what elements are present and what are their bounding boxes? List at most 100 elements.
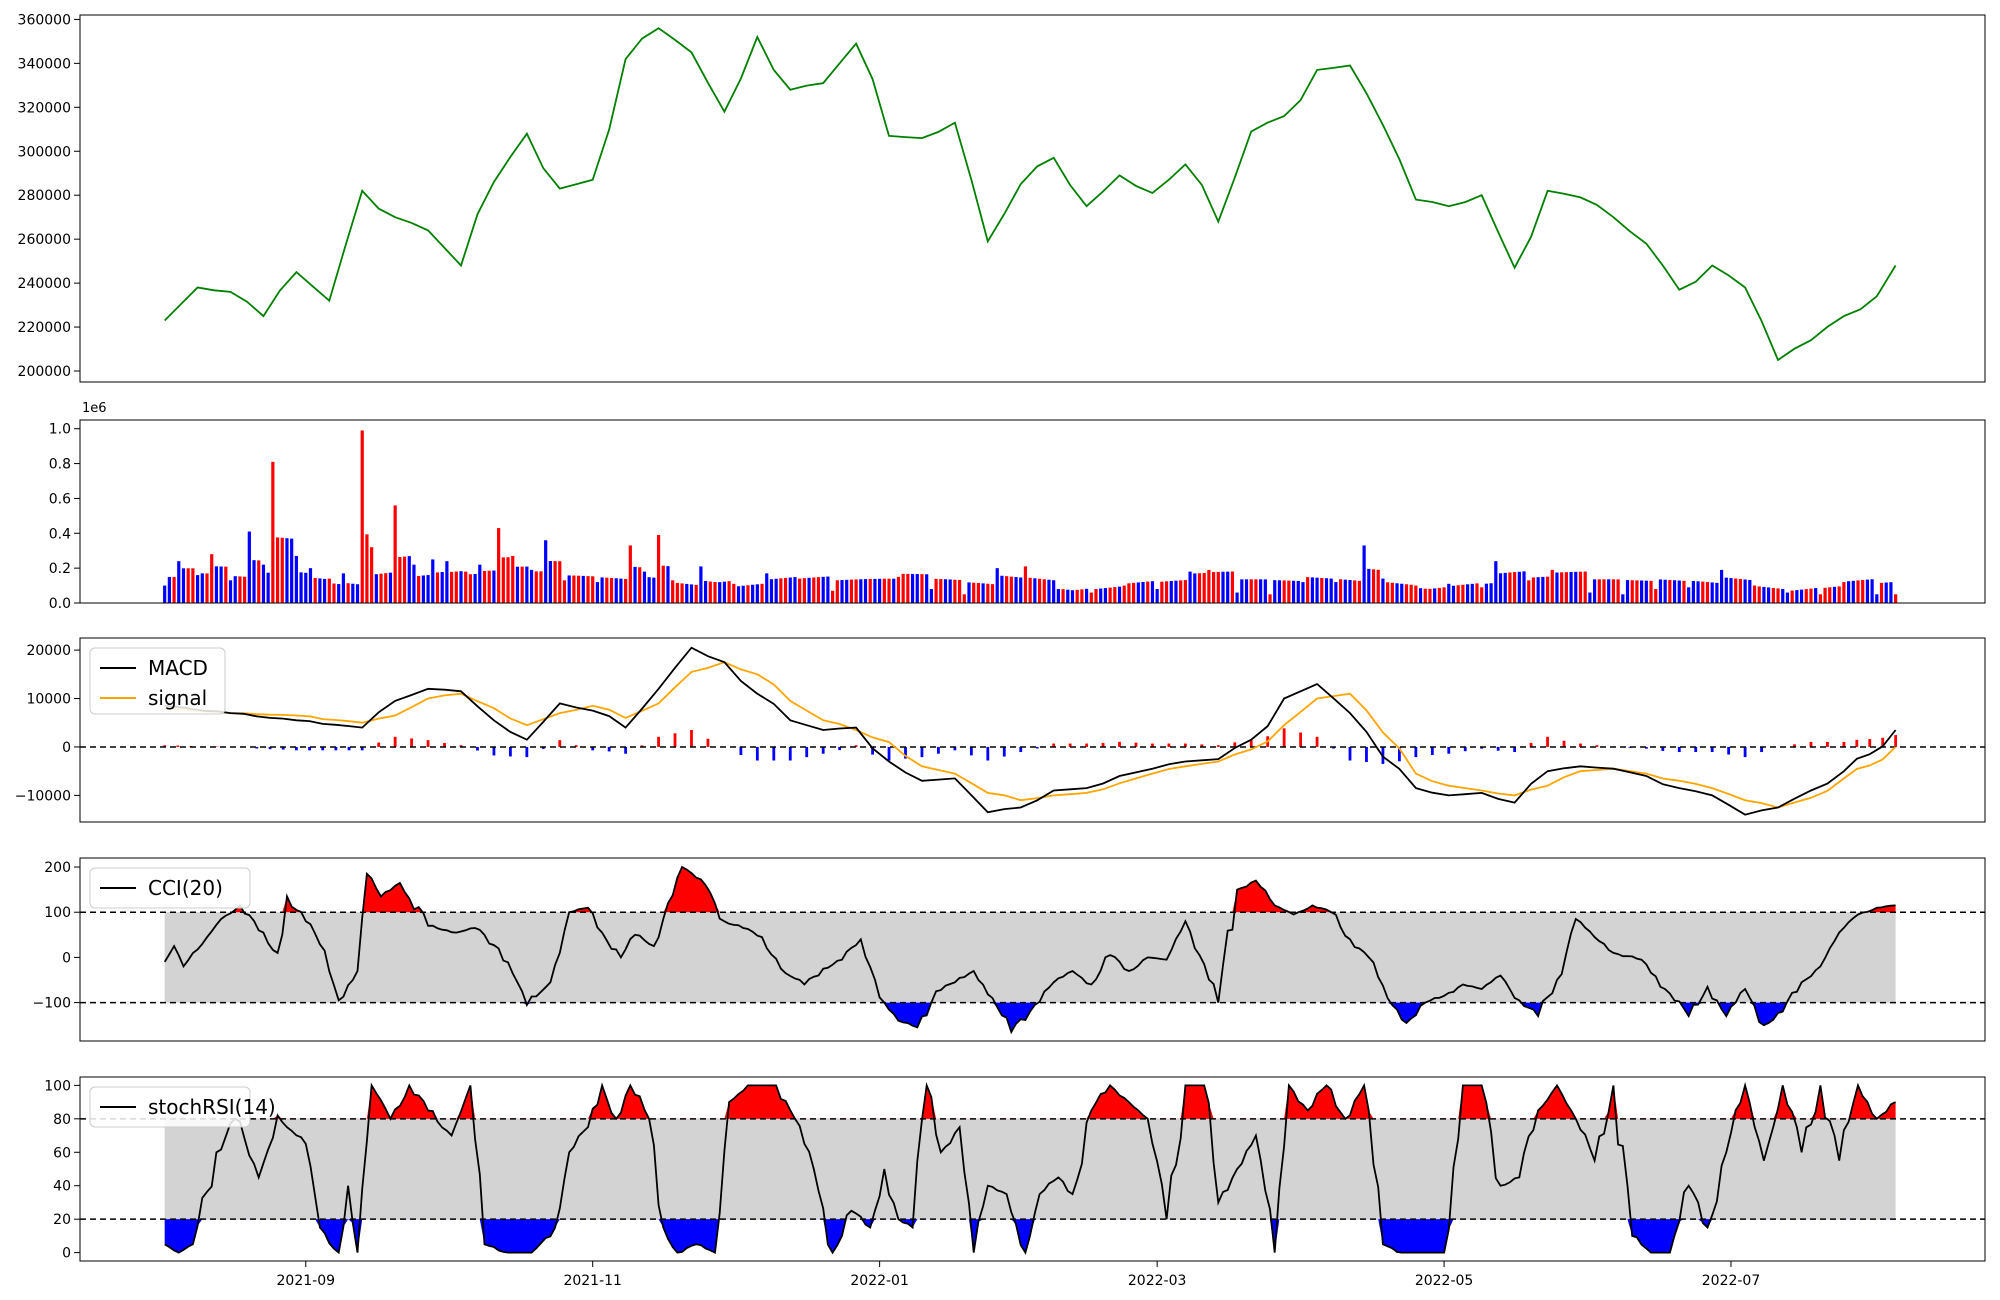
macd-histogram-bar bbox=[268, 746, 272, 750]
legend-box bbox=[89, 867, 251, 909]
volume-bar bbox=[435, 572, 440, 603]
volume-bar bbox=[1174, 580, 1178, 603]
volume-bar bbox=[1028, 577, 1032, 603]
x-tick-label: 2022-01 bbox=[850, 1273, 909, 1289]
volume-bar bbox=[261, 564, 266, 603]
volume-bar bbox=[172, 576, 176, 603]
volume-bar bbox=[1315, 577, 1319, 603]
volume-bar bbox=[1701, 581, 1705, 603]
macd-histogram-bar bbox=[377, 742, 381, 747]
volume-bar bbox=[1259, 579, 1263, 603]
volume-bar bbox=[1428, 588, 1432, 603]
volume-bar bbox=[1207, 569, 1211, 603]
macd-line bbox=[164, 646, 1897, 816]
volume-bar bbox=[534, 571, 538, 603]
volume-bar bbox=[374, 574, 378, 603]
axes-frame bbox=[79, 1076, 1986, 1262]
y-tick-label: 0 bbox=[62, 740, 71, 756]
macd-histogram-bar bbox=[1595, 745, 1599, 747]
volume-bar bbox=[1578, 571, 1583, 603]
y-tick-label: 0.8 bbox=[49, 457, 71, 473]
volume-bar bbox=[591, 576, 595, 603]
volume-bar bbox=[384, 573, 388, 603]
macd-histogram-bar bbox=[1579, 743, 1582, 747]
volume-bar bbox=[1418, 588, 1423, 603]
volume-bar bbox=[337, 584, 341, 603]
macd-histogram-bar bbox=[624, 746, 628, 754]
volume-bar bbox=[558, 561, 562, 603]
volume-bar bbox=[492, 570, 496, 603]
volume-bar bbox=[845, 579, 849, 603]
volume-bar bbox=[1080, 589, 1084, 603]
volume-bar bbox=[1658, 579, 1663, 603]
volume-bar bbox=[1795, 590, 1799, 603]
macd-histogram-bar bbox=[1002, 746, 1006, 757]
macd-histogram-bar bbox=[1118, 741, 1121, 747]
volume-bar bbox=[553, 561, 557, 603]
volume-bar bbox=[445, 561, 449, 603]
macd-histogram-bar bbox=[1868, 739, 1872, 747]
macd-histogram-bar bbox=[838, 746, 842, 751]
volume-bar bbox=[1588, 592, 1592, 603]
volume-bar bbox=[1282, 580, 1286, 603]
volume-bar bbox=[1381, 578, 1385, 603]
volume-bar bbox=[1465, 584, 1470, 603]
volume-bar bbox=[1583, 571, 1587, 603]
volume-bar bbox=[1033, 578, 1037, 603]
volume-bar bbox=[1710, 582, 1714, 603]
volume-bar bbox=[1677, 580, 1681, 603]
volume-bar bbox=[981, 583, 985, 603]
volume-bar bbox=[708, 581, 712, 603]
volume-bar bbox=[200, 573, 204, 603]
volume-bar bbox=[1348, 580, 1352, 603]
volume-bar bbox=[1066, 589, 1070, 603]
volume-bar bbox=[1879, 582, 1884, 603]
macd-histogram-bar bbox=[1315, 736, 1319, 747]
volume-bar bbox=[1672, 580, 1677, 603]
volume-bar bbox=[633, 566, 637, 603]
macd-histogram-bar bbox=[1101, 742, 1105, 747]
volume-bar bbox=[751, 584, 755, 603]
macd-histogram-bar bbox=[1855, 739, 1859, 747]
volume-bar bbox=[779, 578, 783, 603]
volume-bar bbox=[1498, 573, 1503, 603]
macd-histogram-bar bbox=[1677, 746, 1681, 753]
volume-bar bbox=[1371, 569, 1376, 603]
volume-bar bbox=[816, 577, 821, 603]
volume-bar bbox=[1861, 580, 1865, 603]
volume-bar bbox=[191, 568, 195, 603]
volume-bar bbox=[214, 566, 219, 603]
volume-bar bbox=[313, 577, 317, 603]
macd-histogram-bar bbox=[508, 746, 512, 757]
volume-bar bbox=[1748, 579, 1752, 603]
volume-bar bbox=[652, 577, 656, 603]
macd-histogram-bar bbox=[541, 746, 545, 749]
y-tick-label: 80 bbox=[53, 1112, 71, 1128]
volume-bar bbox=[332, 583, 336, 603]
y-tick-label: 260000 bbox=[18, 232, 71, 248]
volume-bar bbox=[1625, 580, 1630, 603]
volume-bar bbox=[1654, 589, 1658, 603]
macd-histogram-bar bbox=[1332, 746, 1335, 749]
volume-bar bbox=[1724, 577, 1728, 603]
volume-bar bbox=[370, 547, 374, 603]
macd-histogram-bar bbox=[1661, 746, 1665, 751]
macd-histogram-bar bbox=[1200, 744, 1204, 747]
macd-histogram-bar bbox=[1842, 741, 1846, 747]
volume-bar bbox=[925, 574, 929, 603]
volume-bar bbox=[1014, 577, 1018, 603]
volume-bar bbox=[685, 583, 689, 603]
x-tick-label: 2022-07 bbox=[1702, 1273, 1761, 1289]
volume-bar bbox=[280, 537, 284, 603]
volume-bar bbox=[341, 573, 346, 603]
macd-histogram-bar bbox=[255, 746, 259, 749]
volume-bar bbox=[849, 579, 854, 603]
macd-histogram-bar bbox=[937, 746, 940, 754]
y-tick-label: 280000 bbox=[18, 188, 71, 204]
volume-bar bbox=[1715, 582, 1719, 603]
legend-label: MACD bbox=[148, 656, 208, 680]
volume-bar bbox=[1564, 572, 1568, 603]
band-fill bbox=[164, 1118, 1896, 1220]
volume-bar bbox=[957, 579, 962, 603]
volume-bar bbox=[934, 578, 938, 603]
